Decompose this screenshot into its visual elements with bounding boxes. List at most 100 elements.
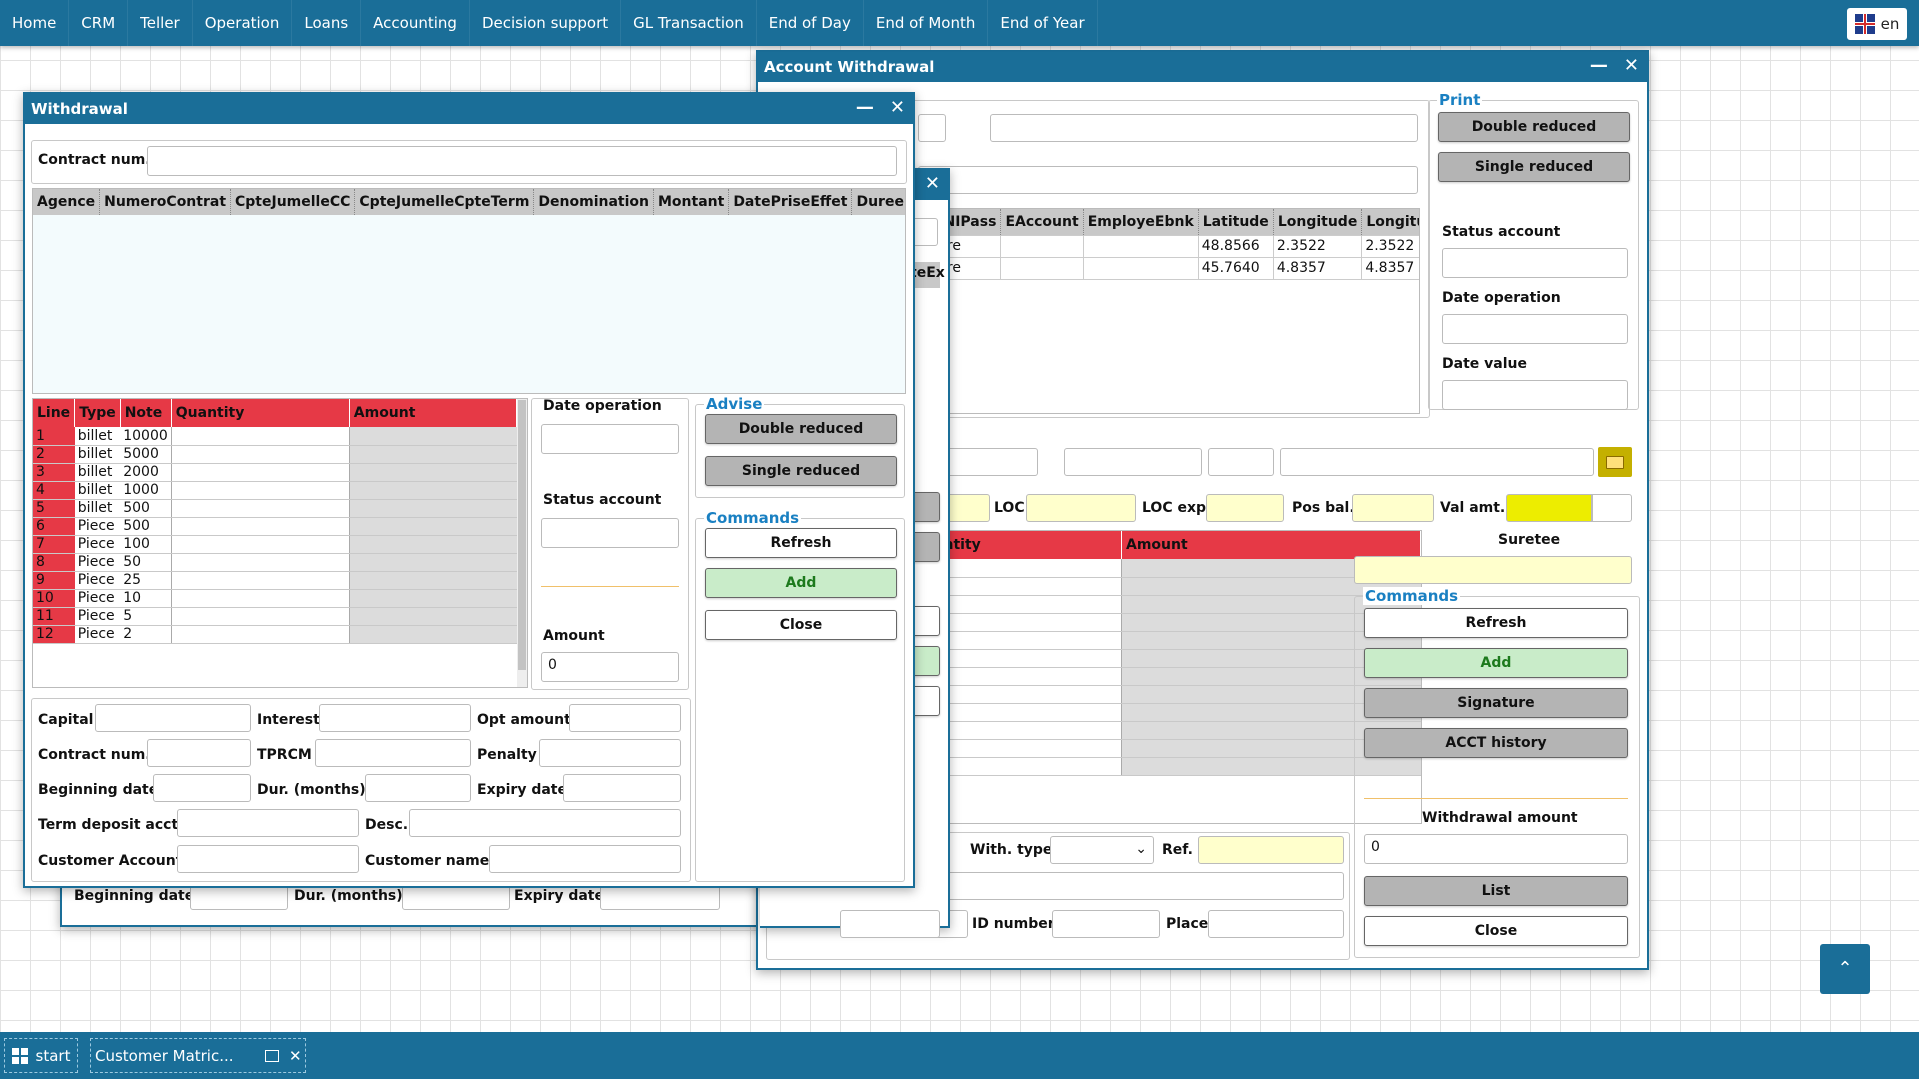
quantity-cell[interactable]	[939, 631, 1122, 650]
cash-row[interactable]: 9 Piece 25	[33, 571, 517, 590]
window-title-bar[interactable]: Account Withdrawal — ✕	[758, 52, 1647, 82]
quantity-cell[interactable]	[170, 481, 350, 500]
close-icon[interactable]: ✕	[889, 97, 905, 118]
quantity-cell[interactable]	[170, 589, 350, 608]
quantity-cell[interactable]	[170, 427, 350, 446]
grid-column-header[interactable]: EAccount	[1000, 209, 1084, 235]
tprcm-input[interactable]	[315, 739, 471, 767]
table-row[interactable]: ire 48.8566 2.3522 2.3522	[939, 234, 1419, 258]
field-a-input[interactable]	[938, 448, 1038, 476]
grid-column-header[interactable]: Agence	[33, 189, 101, 215]
menu-item-crm[interactable]: CRM	[69, 0, 129, 46]
quantity-cell[interactable]	[170, 499, 350, 518]
quantity-cell[interactable]	[939, 559, 1122, 578]
loc-input[interactable]	[1026, 494, 1136, 522]
duration-input[interactable]	[365, 774, 471, 802]
language-selector[interactable]: en	[1847, 8, 1907, 40]
grid-column-header[interactable]: Longitude	[1273, 209, 1363, 235]
suretee-input[interactable]	[1354, 556, 1632, 584]
grid-column-header[interactable]: Latitude	[1198, 209, 1274, 235]
cash-row[interactable]: 10 Piece 10	[33, 589, 517, 608]
grid-column-header[interactable]: DatePriseEffet	[728, 189, 853, 215]
signature-button[interactable]: Signature	[1364, 688, 1628, 718]
field-b-input[interactable]	[1064, 448, 1202, 476]
date-value-input[interactable]	[1442, 380, 1628, 410]
field-c-input[interactable]	[1208, 448, 1274, 476]
field-d-input[interactable]	[1280, 448, 1594, 476]
search-input[interactable]	[918, 166, 1418, 194]
middle-input-2[interactable]	[840, 910, 940, 938]
quantity-cell[interactable]	[939, 739, 1122, 758]
term-deposit-acct-input[interactable]	[177, 809, 359, 837]
menu-item-teller[interactable]: Teller	[128, 0, 193, 46]
pos-bal-input[interactable]	[1352, 494, 1434, 522]
grid-column-header[interactable]: NumeroContrat	[99, 189, 232, 215]
quantity-cell[interactable]	[170, 625, 350, 644]
place-input[interactable]	[1208, 910, 1344, 938]
quantity-cell[interactable]	[170, 445, 350, 464]
cash-row[interactable]: 2 billet 5000	[33, 445, 517, 464]
expiry-date-input[interactable]	[563, 774, 681, 802]
add-button[interactable]: Add	[1364, 648, 1628, 678]
close-icon[interactable]: ✕	[1623, 55, 1639, 76]
quantity-cell[interactable]	[170, 517, 350, 536]
opt-amount-input[interactable]	[569, 704, 681, 732]
minimize-icon[interactable]: —	[855, 97, 874, 118]
customer-account-input[interactable]	[177, 845, 359, 873]
refresh-button[interactable]: Refresh	[705, 528, 897, 558]
cash-row[interactable]	[939, 721, 1421, 740]
with-type-select[interactable]: ⌄	[1050, 836, 1154, 864]
val-amt-extra-input[interactable]	[1592, 494, 1632, 522]
cash-row[interactable]: 11 Piece 5	[33, 607, 517, 626]
capital-input[interactable]	[95, 704, 251, 732]
quantity-cell[interactable]	[939, 703, 1122, 722]
scroll-to-top-button[interactable]: ⌃	[1820, 944, 1870, 994]
middle-button-2[interactable]	[910, 532, 940, 562]
quantity-cell[interactable]	[939, 595, 1122, 614]
quantity-cell[interactable]	[170, 463, 350, 482]
ref-input[interactable]	[1198, 836, 1344, 864]
add-button[interactable]: Add	[705, 568, 897, 598]
menu-item-end-of-day[interactable]: End of Day	[757, 0, 864, 46]
menu-item-gl-transaction[interactable]: GL Transaction	[621, 0, 757, 46]
cash-row[interactable]: 12 Piece 2	[33, 625, 517, 644]
menu-item-home[interactable]: Home	[0, 0, 70, 46]
cash-row[interactable]	[939, 613, 1421, 632]
minimize-icon[interactable]: —	[1589, 55, 1608, 76]
taskbar-item[interactable]: Customer Matric... ✕	[90, 1038, 306, 1073]
cash-row[interactable]	[939, 757, 1421, 776]
interest-input[interactable]	[319, 704, 471, 732]
quantity-cell[interactable]	[939, 757, 1122, 776]
cash-row[interactable]	[939, 649, 1421, 668]
close-button[interactable]: Close	[705, 610, 897, 640]
quantity-cell[interactable]	[939, 649, 1122, 668]
close-icon[interactable]: ✕	[289, 1046, 302, 1065]
close-icon[interactable]: ✕	[924, 173, 940, 194]
quantity-cell[interactable]	[939, 613, 1122, 632]
cash-row[interactable]	[939, 631, 1421, 650]
menu-item-loans[interactable]: Loans	[292, 0, 362, 46]
folder-icon[interactable]	[1598, 447, 1632, 477]
quantity-cell[interactable]	[170, 571, 350, 590]
status-account-input[interactable]	[1442, 248, 1628, 278]
date-operation-input[interactable]	[1442, 314, 1628, 344]
quantity-cell[interactable]	[939, 577, 1122, 596]
quantity-cell[interactable]	[939, 721, 1122, 740]
double-reduced-button[interactable]: Double reduced	[705, 414, 897, 444]
quantity-cell[interactable]	[939, 667, 1122, 686]
val-amt-input[interactable]	[1506, 494, 1592, 522]
beginning-date-input[interactable]	[153, 774, 251, 802]
grid-column-header[interactable]: CpteJumelleCC	[230, 189, 356, 215]
grid-column-header[interactable]: Duree	[851, 189, 905, 215]
menu-item-end-of-month[interactable]: End of Month	[864, 0, 989, 46]
cash-row[interactable]	[939, 595, 1421, 614]
amount-input[interactable]: 0	[541, 652, 679, 682]
cash-row[interactable]: 4 billet 1000	[33, 481, 517, 500]
grid-column-header[interactable]: EmployeEbnk	[1083, 209, 1199, 235]
single-reduced-button[interactable]: Single reduced	[1438, 152, 1630, 182]
window-title-bar[interactable]: Withdrawal — ✕	[25, 94, 913, 124]
cash-row[interactable]: 7 Piece 100	[33, 535, 517, 554]
quantity-cell[interactable]	[939, 685, 1122, 704]
withdrawal-amount-input[interactable]: 0	[1364, 834, 1628, 864]
status-account-input[interactable]	[541, 518, 679, 548]
